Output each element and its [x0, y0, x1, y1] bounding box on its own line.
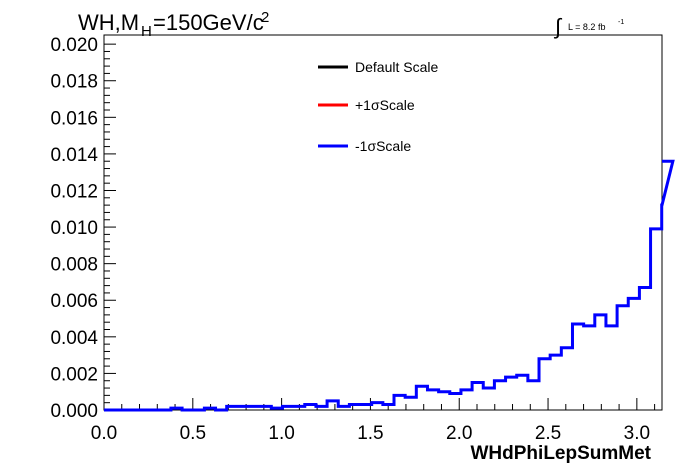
lumi-superscript: -1: [618, 19, 624, 26]
y-tick-label: 0.016: [50, 108, 98, 129]
x-tick-label: 1.0: [268, 423, 294, 444]
x-tick-label: 0.0: [91, 423, 117, 444]
title-rest: =150GeV/c: [153, 10, 264, 35]
x-tick-label: 0.5: [180, 423, 206, 444]
y-tick-label: 0.018: [50, 72, 98, 93]
y-tick-label: 0.002: [50, 364, 98, 385]
lumi-text: L = 8.2 fb: [568, 22, 605, 32]
title-main: WH,M: [78, 10, 139, 35]
y-tick-label: 0.020: [50, 35, 98, 56]
legend-label-default: Default Scale: [355, 59, 438, 75]
y-tick-label: 0.014: [50, 145, 98, 166]
series-line-minus1sigma: [104, 159, 675, 412]
x-tick-label: 2.5: [535, 423, 561, 444]
y-tick-label: 0.012: [50, 181, 98, 202]
x-tick-label: 3.0: [624, 423, 650, 444]
y-axis: 0.000 0.002 0.004 0.006 0.008 0.010 0.012 0.014…: [50, 35, 116, 422]
y-tick-label: 0.004: [50, 328, 98, 349]
title-subscript: H: [141, 23, 152, 40]
x-axis: 0.0 0.5 1.0 1.5 2.0 2.5 3.0: [91, 398, 656, 444]
series-layer: [104, 159, 675, 412]
legend-label-plus1sigma: +1σScale: [355, 97, 415, 113]
legend: Default Scale +1σScale -1σScale: [318, 59, 438, 154]
plot-frame: [103, 34, 663, 411]
y-tick-label: 0.008: [50, 255, 98, 276]
x-axis-title: WHdPhiLepSumMet: [471, 443, 652, 464]
y-tick-label: 0.000: [50, 401, 98, 422]
legend-label-minus1sigma: -1σScale: [355, 138, 411, 154]
x-tick-label: 1.5: [357, 423, 383, 444]
x-tick-label: 2.0: [446, 423, 472, 444]
y-tick-label: 0.010: [50, 218, 98, 239]
y-tick-label: 0.006: [50, 291, 98, 312]
lumi-integral: ∫: [553, 14, 563, 39]
title-superscript: 2: [261, 9, 269, 26]
